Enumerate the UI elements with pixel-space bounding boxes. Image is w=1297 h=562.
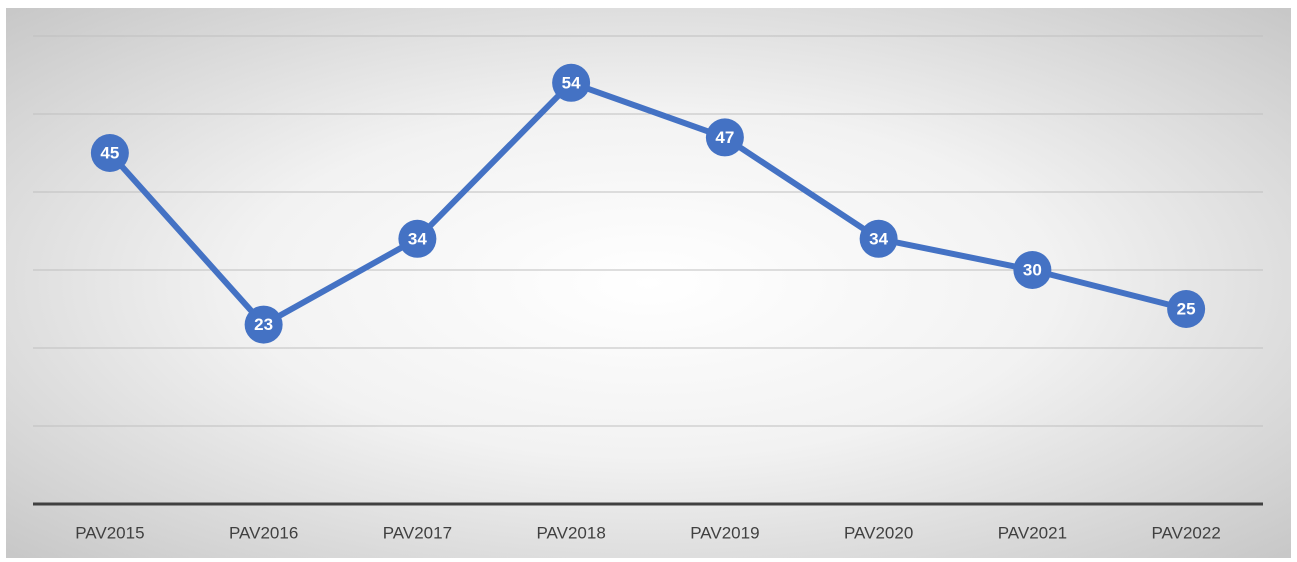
marker <box>859 219 898 258</box>
marker <box>552 63 591 102</box>
x-tick-label: PAV2021 <box>998 523 1067 542</box>
data-label: 54 <box>562 73 581 92</box>
data-label: 34 <box>408 229 427 248</box>
data-label: 47 <box>715 128 734 147</box>
marker <box>1167 290 1206 328</box>
chart-background <box>6 8 1291 558</box>
x-tick-label: PAV2017 <box>383 523 452 542</box>
marker <box>244 305 283 344</box>
x-tick-label: PAV2022 <box>1151 523 1220 542</box>
data-label: 30 <box>1023 260 1042 279</box>
marker <box>705 118 744 157</box>
marker <box>1013 251 1052 289</box>
data-label: 45 <box>100 143 119 162</box>
data-label: 34 <box>869 229 888 248</box>
data-label: 23 <box>254 315 273 334</box>
x-tick-label: PAV2020 <box>844 523 913 542</box>
marker <box>398 219 437 258</box>
x-tick-label: PAV2019 <box>690 523 759 542</box>
data-label: 25 <box>1177 299 1196 318</box>
x-tick-label: PAV2016 <box>229 523 298 542</box>
marker <box>90 134 129 172</box>
x-tick-label: PAV2015 <box>75 523 144 542</box>
x-tick-label: PAV2018 <box>536 523 605 542</box>
line <box>107 79 1187 328</box>
